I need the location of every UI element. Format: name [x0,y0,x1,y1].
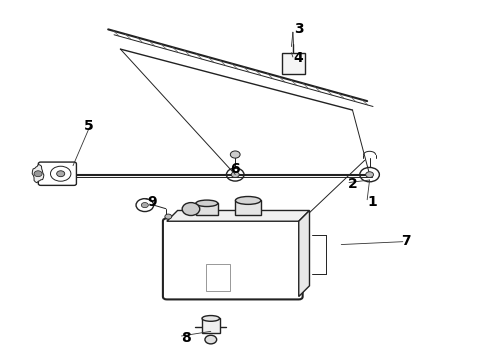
Circle shape [205,335,217,344]
FancyBboxPatch shape [38,162,76,185]
Circle shape [141,203,148,208]
Bar [282,53,305,74]
Circle shape [231,172,239,177]
Ellipse shape [235,197,261,204]
Circle shape [34,171,42,177]
Circle shape [230,151,240,158]
Polygon shape [299,211,310,297]
Circle shape [366,172,373,177]
Bar [206,264,230,291]
Circle shape [57,171,65,177]
Bar [235,201,261,215]
Text: 5: 5 [84,119,94,133]
Text: 6: 6 [230,162,240,176]
Polygon shape [167,211,310,221]
Bar [196,203,218,215]
Polygon shape [32,165,44,183]
Circle shape [165,214,172,219]
Bar [202,319,220,333]
Text: 7: 7 [401,234,411,248]
FancyBboxPatch shape [163,219,303,300]
Text: 3: 3 [294,22,304,36]
Text: 2: 2 [347,177,357,190]
Text: 9: 9 [147,194,157,208]
Text: 8: 8 [181,331,191,345]
Circle shape [182,203,200,216]
Text: 1: 1 [367,194,377,208]
Ellipse shape [196,200,218,207]
Ellipse shape [202,316,220,321]
Text: 4: 4 [294,51,304,65]
